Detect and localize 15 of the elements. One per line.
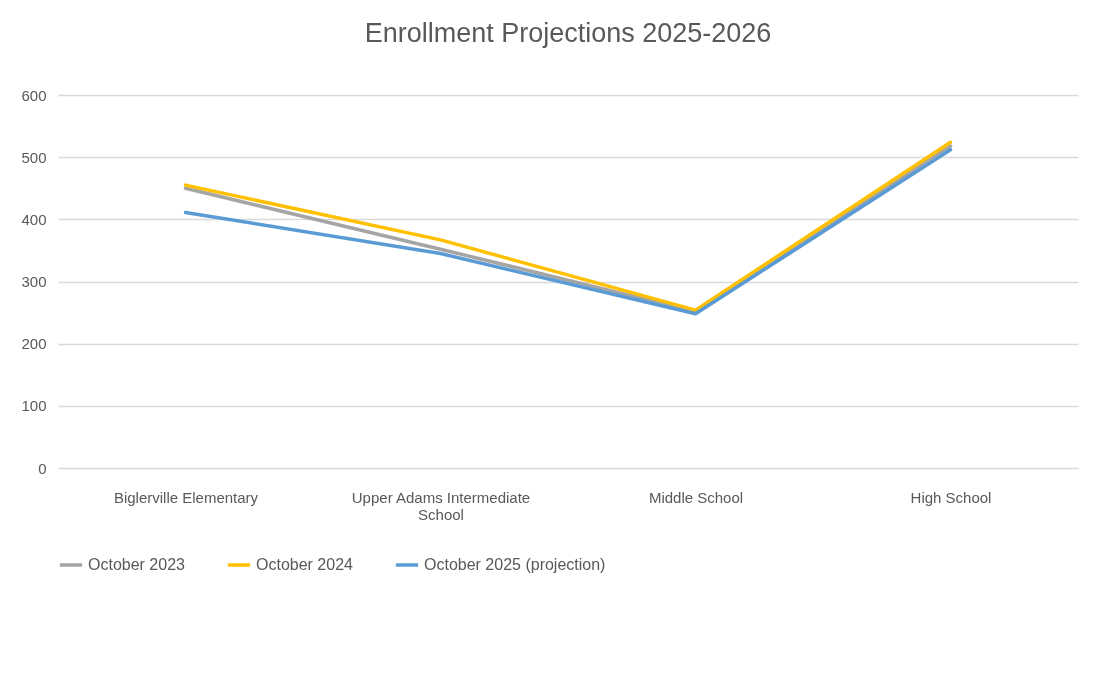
y-tick-label: 300 xyxy=(21,273,47,290)
legend-label: October 2025 (projection) xyxy=(424,556,606,573)
chart-title: Enrollment Projections 2025-2026 xyxy=(364,18,772,48)
x-tick-label: Middle School xyxy=(648,488,744,506)
legend-label: October 2024 xyxy=(256,556,354,573)
x-tick-label: High School xyxy=(910,488,992,506)
y-tick-label: 100 xyxy=(21,397,47,415)
y-tick-label: 400 xyxy=(21,210,47,228)
y-tick-label: 500 xyxy=(21,148,47,166)
x-tick-label: Upper Adams Intermediate School xyxy=(351,488,531,523)
y-tick-label: 600 xyxy=(21,86,47,104)
legend-label: October 2023 xyxy=(88,556,186,573)
y-tick-label: 0 xyxy=(38,459,47,477)
x-tick-label: Biglerville Elementary xyxy=(113,488,259,506)
y-tick-label: 200 xyxy=(21,335,47,353)
